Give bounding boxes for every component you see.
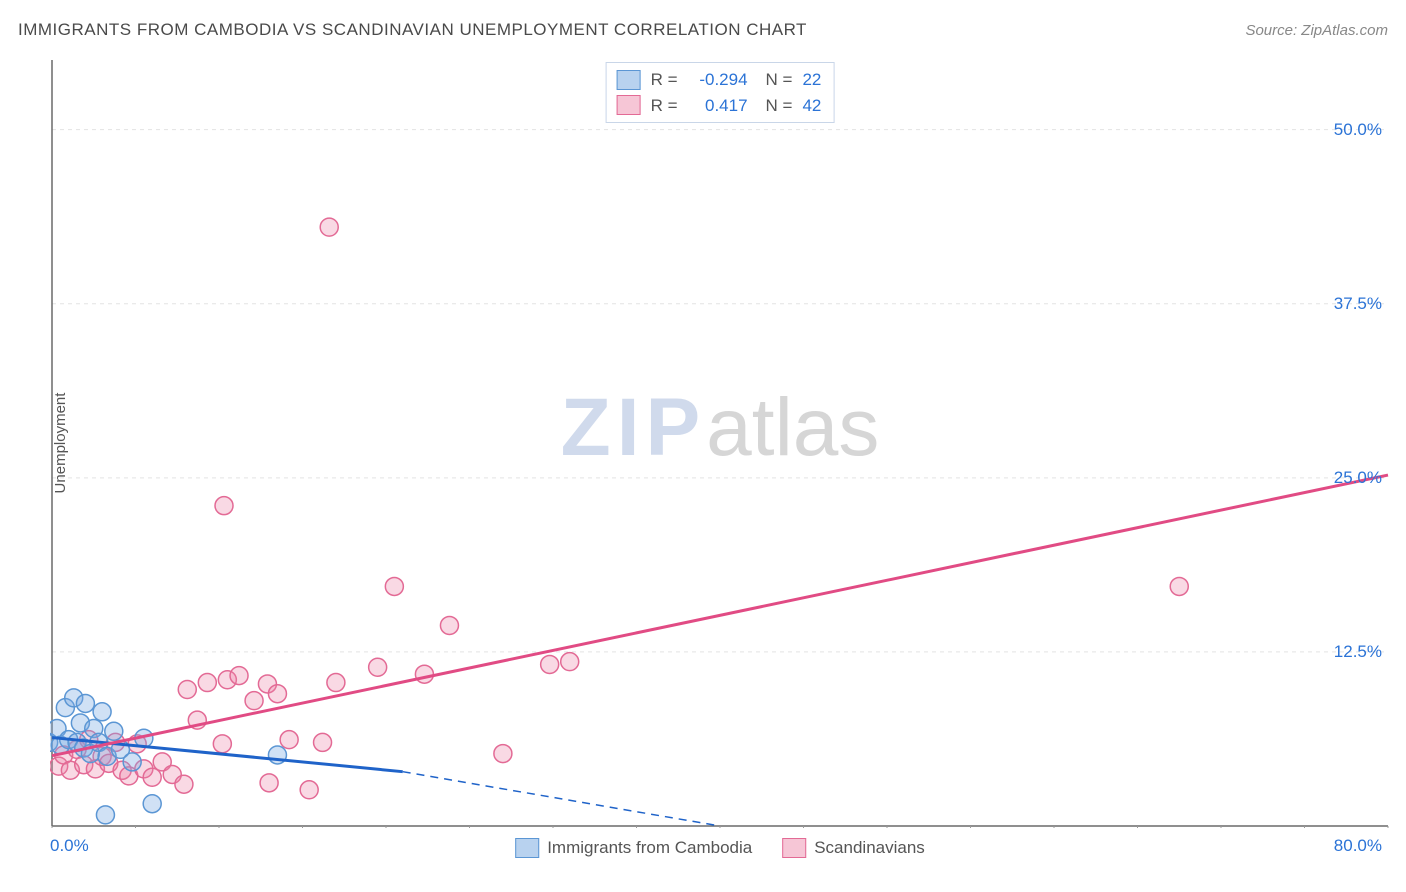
legend-n-prefix: N =: [766, 67, 793, 93]
series-legend-pink: Scandinavians: [782, 838, 925, 858]
series-label-blue: Immigrants from Cambodia: [547, 838, 752, 858]
legend-row-blue: R = -0.294 N = 22: [617, 67, 822, 93]
legend-r-prefix: R =: [651, 67, 678, 93]
y-tick-label: 37.5%: [1334, 294, 1382, 314]
legend-swatch-blue: [617, 70, 641, 90]
y-tick-label: 12.5%: [1334, 642, 1382, 662]
legend-n-value-blue: 22: [802, 67, 821, 93]
correlation-scatter-chart: [50, 58, 1390, 828]
series-legend-blue: Immigrants from Cambodia: [515, 838, 752, 858]
legend-n-prefix: N =: [766, 93, 793, 119]
series-swatch-pink: [782, 838, 806, 858]
source-label: Source: ZipAtlas.com: [1245, 22, 1388, 39]
legend-r-value-blue: -0.294: [688, 67, 748, 93]
legend-row-pink: R = 0.417 N = 42: [617, 93, 822, 119]
x-axis-min-label: 0.0%: [50, 836, 89, 856]
correlation-legend: R = -0.294 N = 22 R = 0.417 N = 42: [606, 62, 835, 123]
legend-r-value-pink: 0.417: [688, 93, 748, 119]
y-tick-label: 50.0%: [1334, 120, 1382, 140]
legend-swatch-pink: [617, 95, 641, 115]
legend-n-value-pink: 42: [802, 93, 821, 119]
chart-container: Unemployment ZIPatlas R = -0.294 N = 22 …: [50, 58, 1390, 828]
series-swatch-blue: [515, 838, 539, 858]
y-tick-label: 25.0%: [1334, 468, 1382, 488]
series-label-pink: Scandinavians: [814, 838, 925, 858]
page-title: IMMIGRANTS FROM CAMBODIA VS SCANDINAVIAN…: [18, 20, 807, 40]
series-legend: Immigrants from Cambodia Scandinavians: [515, 838, 925, 858]
legend-r-prefix: R =: [651, 93, 678, 119]
x-axis-max-label: 80.0%: [1334, 836, 1382, 856]
